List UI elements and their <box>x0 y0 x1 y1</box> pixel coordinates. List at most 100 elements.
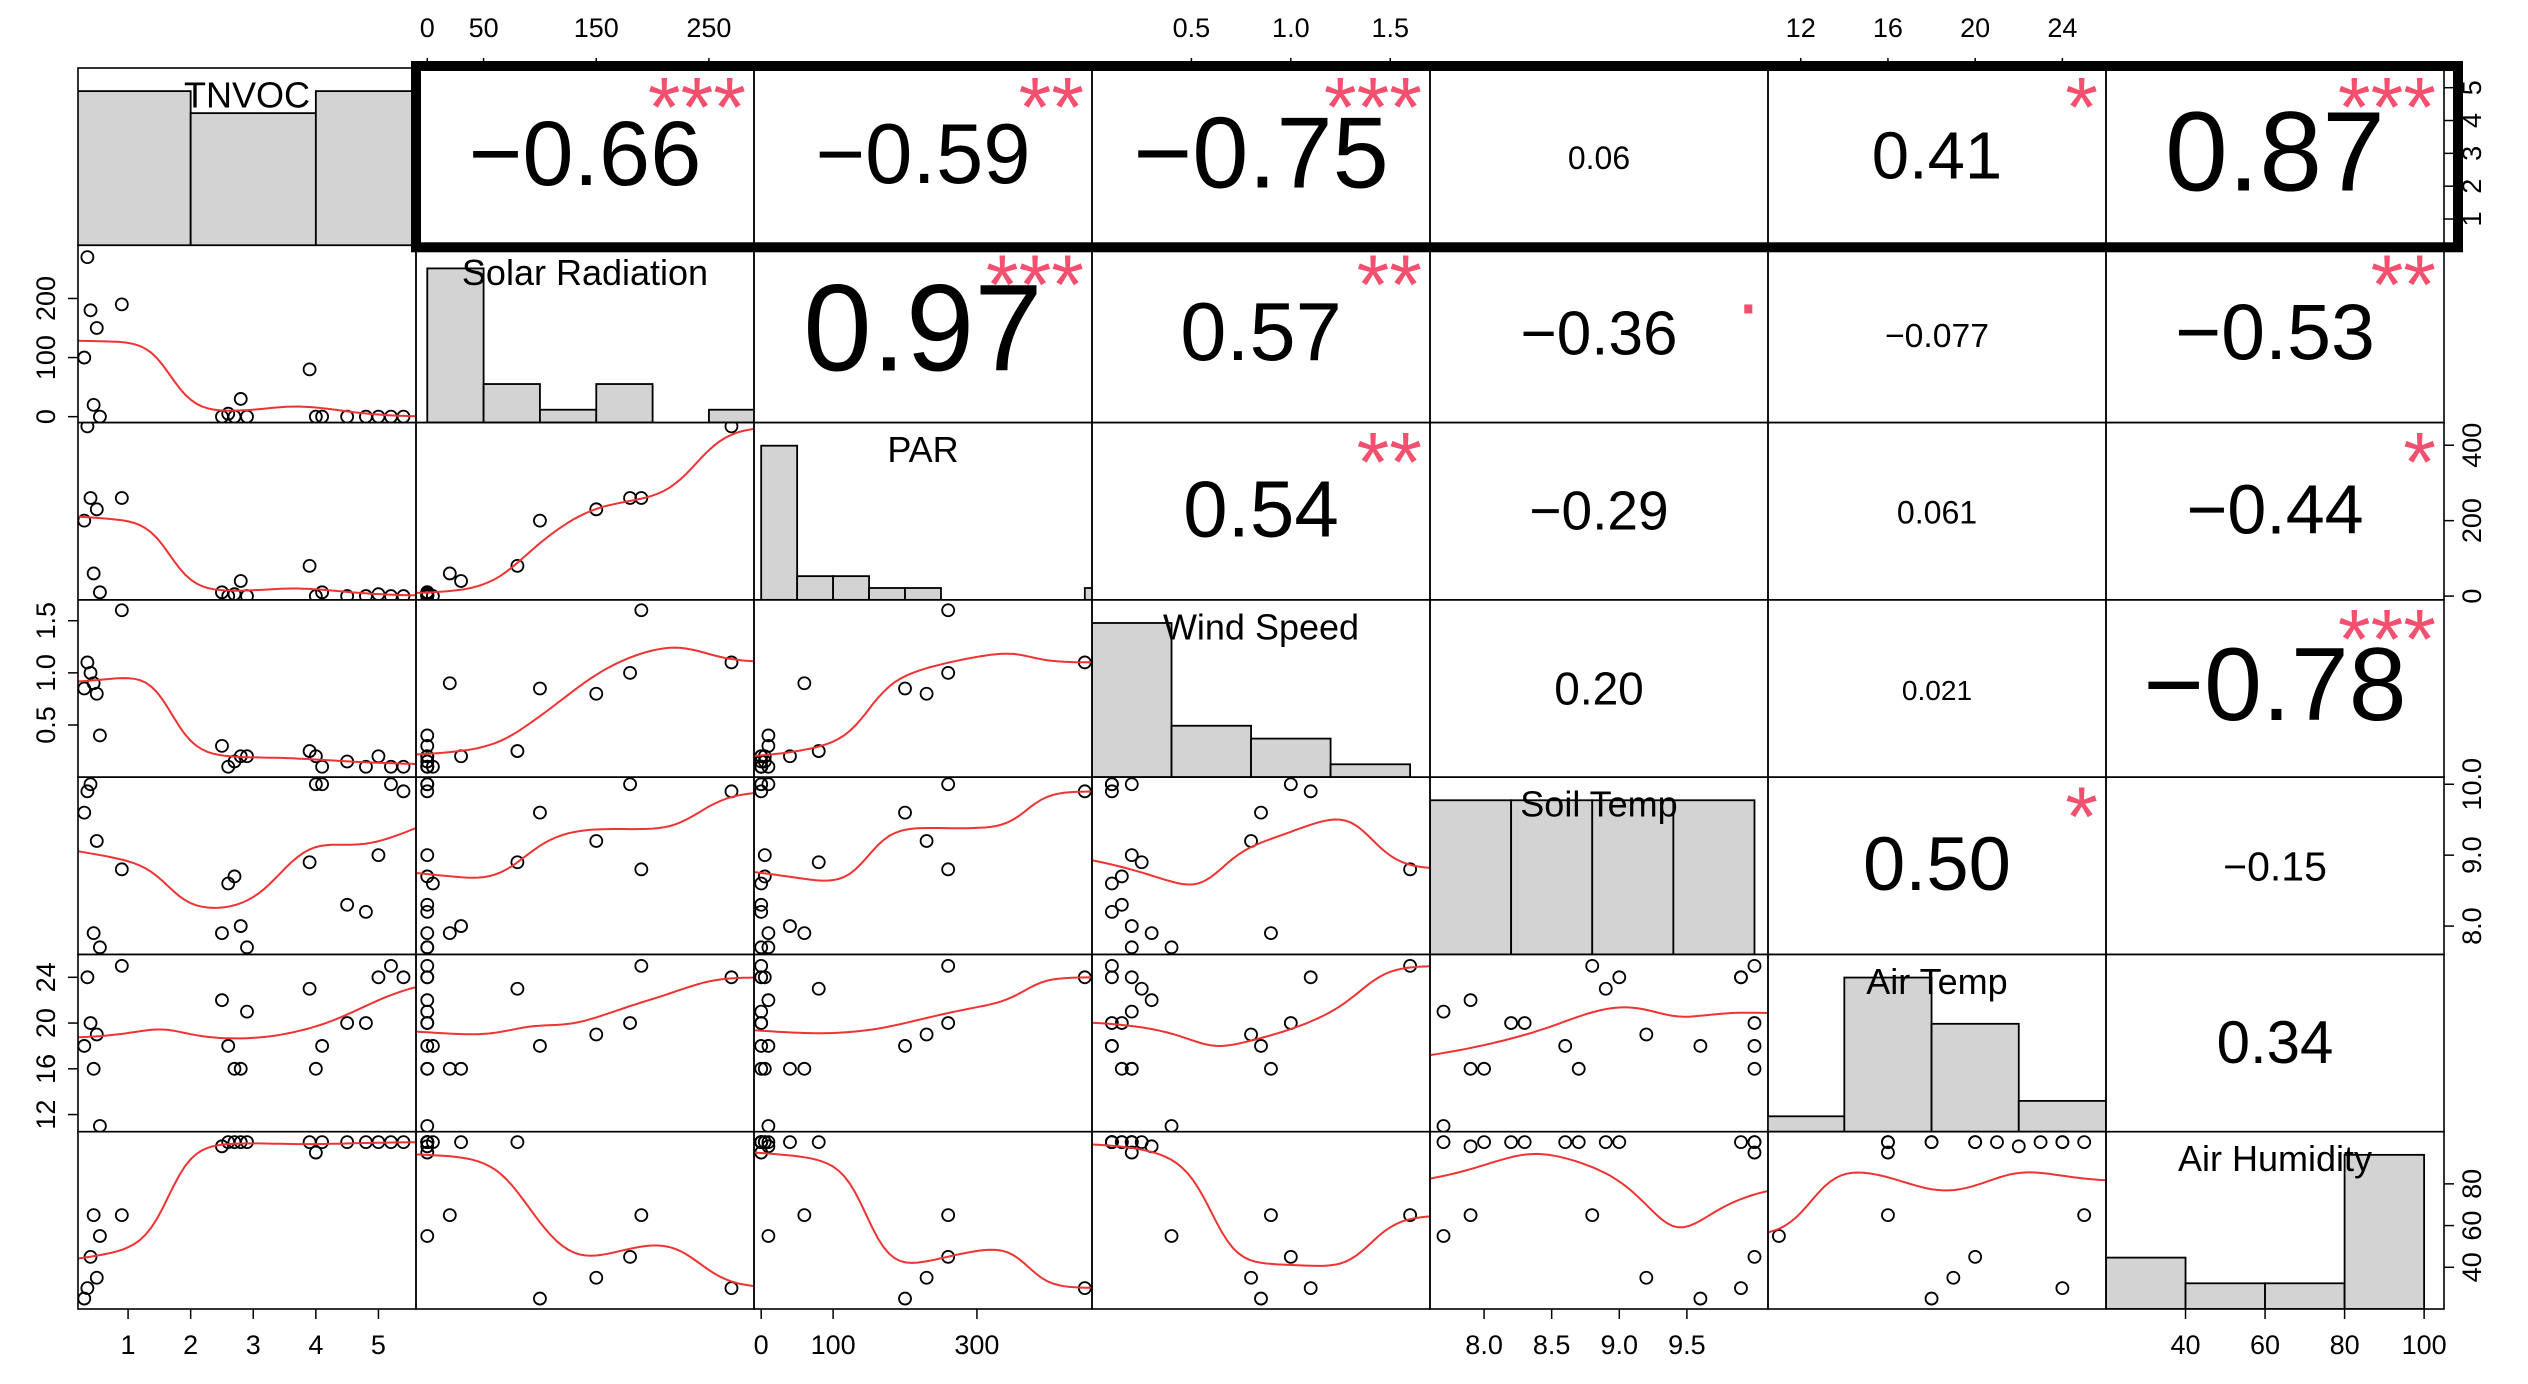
panel <box>1768 1135 2106 1306</box>
scatter-point <box>1254 805 1268 820</box>
correlation-value: 0.20 <box>1554 663 1644 715</box>
smooth-line <box>416 1153 754 1288</box>
scatter-point <box>1104 777 1119 792</box>
scatter-point <box>919 686 934 701</box>
scatter-point <box>420 754 435 769</box>
scatter-point <box>240 1135 254 1150</box>
correlation-value: −0.077 <box>1885 317 1989 355</box>
scatter-point <box>898 1291 912 1306</box>
scatter-point <box>941 1016 956 1030</box>
scatter-point <box>442 1061 457 1076</box>
scatter-point <box>420 904 435 919</box>
scatter-point <box>93 1229 107 1243</box>
scatter-point <box>420 728 435 743</box>
x-tick-label: 80 <box>2330 1330 2360 1360</box>
scatter-point <box>941 1208 956 1223</box>
scatter-point <box>1303 970 1318 985</box>
scatter-point <box>941 603 956 618</box>
y-tick-label: 40 <box>2457 1252 2487 1282</box>
scatter-point <box>1124 1061 1139 1076</box>
scatter-point <box>754 1135 769 1150</box>
histogram-bar <box>539 408 598 423</box>
scatter-point <box>420 749 435 764</box>
x-tick-label: 50 <box>469 13 499 43</box>
x-tick-label: 8.0 <box>1465 1330 1503 1360</box>
scatter-point <box>1144 993 1159 1008</box>
panel-border <box>1091 953 1431 1133</box>
scatter-point <box>420 848 435 863</box>
scatter-point <box>1436 1135 1451 1150</box>
correlation-value: −0.15 <box>2223 844 2327 890</box>
scatter-point <box>754 1004 769 1019</box>
scatter-point <box>754 759 769 774</box>
scatter-point <box>114 958 129 973</box>
scatter-point <box>1477 1061 1491 1076</box>
scatter-point <box>420 1039 435 1053</box>
smooth-line <box>1092 1143 1430 1267</box>
scatter-point <box>757 869 772 884</box>
scatter-point <box>425 1135 440 1150</box>
scatter-point <box>442 1208 457 1223</box>
scatter-point <box>1598 981 1613 996</box>
histogram-bar <box>1768 1115 1846 1132</box>
significance-stars: *** <box>986 237 1084 331</box>
panel-border <box>1767 1130 2107 1310</box>
scatter-point <box>634 862 649 877</box>
scatter-point <box>233 574 248 588</box>
scatter-point <box>1968 1249 1983 1264</box>
significance-stars: *** <box>1324 60 1422 154</box>
variable-name: Wind Speed <box>1163 606 1359 647</box>
scatter-point <box>1693 1291 1708 1306</box>
y-tick-label: 200 <box>31 276 61 321</box>
histogram-bar <box>314 90 416 246</box>
x-tick-label: 300 <box>954 1330 999 1360</box>
scatter-point <box>114 603 129 618</box>
scatter-point <box>1747 1039 1762 1053</box>
significance-stars: * <box>2403 415 2436 509</box>
scatter-point <box>1463 1061 1478 1076</box>
scatter-point <box>634 603 649 618</box>
scatter-point <box>510 559 525 573</box>
scatter-point <box>396 970 411 985</box>
correlation-value: −0.78 <box>2143 627 2406 743</box>
smooth-line <box>78 339 416 418</box>
correlation-value: −0.29 <box>1529 480 1668 542</box>
y-tick-label: 60 <box>2457 1211 2487 1241</box>
panel <box>1092 622 1412 778</box>
histogram-bar <box>595 383 654 423</box>
scatter-point <box>1303 1281 1318 1296</box>
scatter-point <box>89 321 104 335</box>
panel <box>78 958 416 1132</box>
scatter-point <box>93 728 107 743</box>
panel <box>78 603 416 774</box>
scatter-point <box>941 958 956 973</box>
variable-name: TNVOC <box>184 75 310 116</box>
scatter-point <box>761 777 776 792</box>
histogram-bar <box>868 587 906 600</box>
panel <box>754 958 1092 1132</box>
scatter-point <box>359 904 373 919</box>
scatter-point <box>89 834 104 848</box>
scatter-point <box>240 409 254 423</box>
histogram-bar <box>760 444 799 600</box>
scatter-point <box>589 686 604 701</box>
scatter-point <box>420 940 435 955</box>
panel <box>416 603 754 774</box>
scatter-point <box>86 1061 101 1076</box>
scatter-point <box>761 1229 776 1243</box>
scatter-point <box>420 993 435 1008</box>
x-tick-label: 4 <box>308 1330 323 1360</box>
scatter-point <box>1747 1135 1762 1150</box>
scatter-point <box>1558 1039 1573 1053</box>
scatter-point <box>233 919 248 933</box>
y-tick-label: 0.5 <box>31 706 61 744</box>
histogram-bar <box>2017 1099 2106 1132</box>
panel <box>416 958 754 1132</box>
scatter-point <box>797 676 812 691</box>
histogram-bar <box>708 408 754 423</box>
smooth-line <box>78 677 416 765</box>
highlight-box <box>411 61 2463 253</box>
y-tick-label: 9.0 <box>2457 836 2487 874</box>
y-tick-label: 1.5 <box>31 602 61 640</box>
x-tick-label: 1 <box>121 1330 136 1360</box>
